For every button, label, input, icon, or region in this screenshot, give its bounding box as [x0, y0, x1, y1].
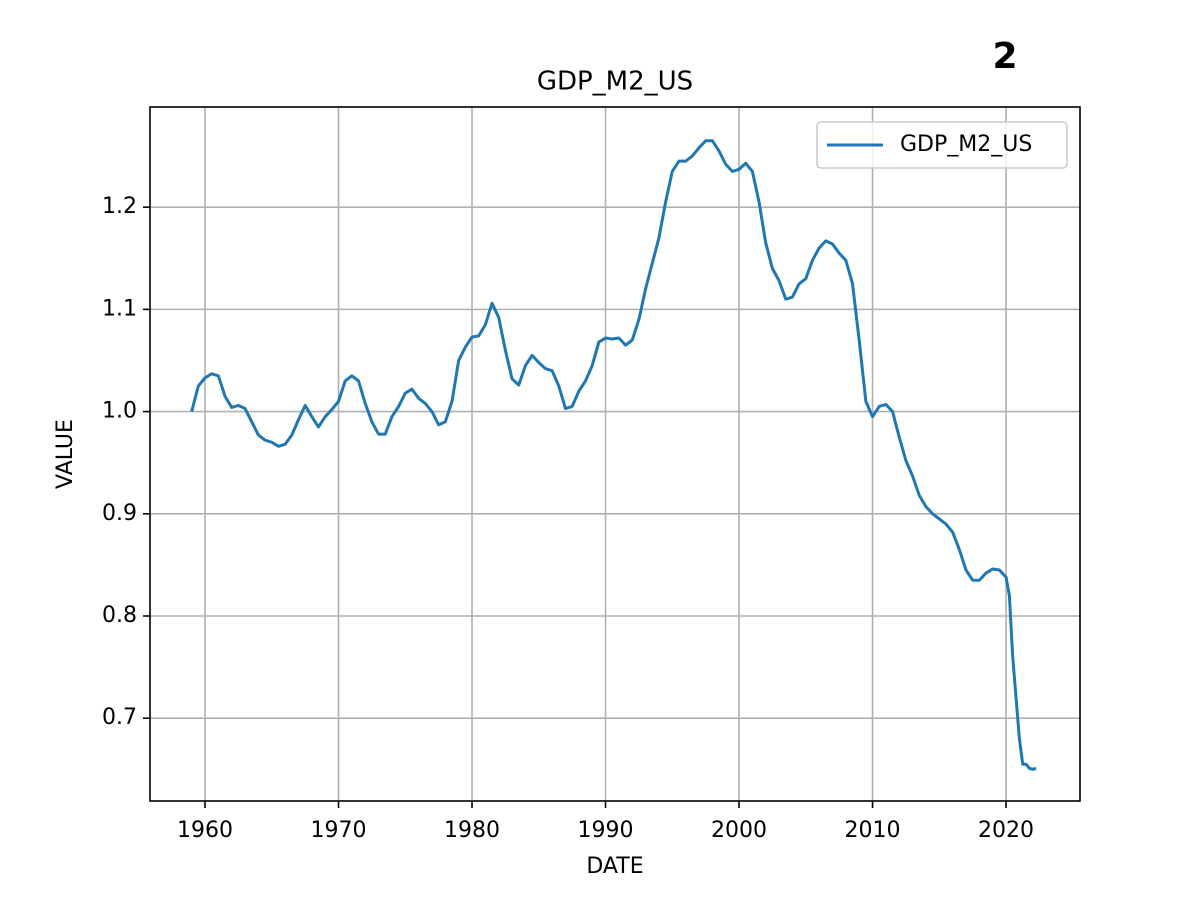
legend-box — [816, 121, 1068, 169]
x-tick-label: 2010 — [845, 818, 901, 843]
y-tick-label: 0.9 — [102, 501, 137, 526]
y-tick-label: 1.0 — [102, 399, 137, 424]
x-tick-label: 1970 — [311, 818, 367, 843]
annotation: 2 — [992, 36, 1017, 77]
y-tick-label: 0.8 — [102, 603, 137, 628]
chart-title: GDP_M2_US — [537, 67, 693, 97]
x-tick-label: 1960 — [177, 818, 233, 843]
x-tick-label: 1980 — [444, 818, 500, 843]
plot-frame — [149, 106, 1081, 802]
x-tick-label: 1990 — [578, 818, 634, 843]
y-axis-label: VALUE — [53, 419, 78, 489]
data-line — [190, 139, 1037, 771]
x-axis-label: DATE — [586, 854, 643, 879]
x-tick-label: 2020 — [978, 818, 1034, 843]
y-tick-label: 0.7 — [102, 705, 137, 730]
legend-label: GDP_M2_US — [900, 132, 1032, 157]
y-tick-label: 1.1 — [102, 296, 137, 321]
x-tick-label: 2000 — [711, 818, 767, 843]
y-tick-label: 1.2 — [102, 194, 137, 219]
